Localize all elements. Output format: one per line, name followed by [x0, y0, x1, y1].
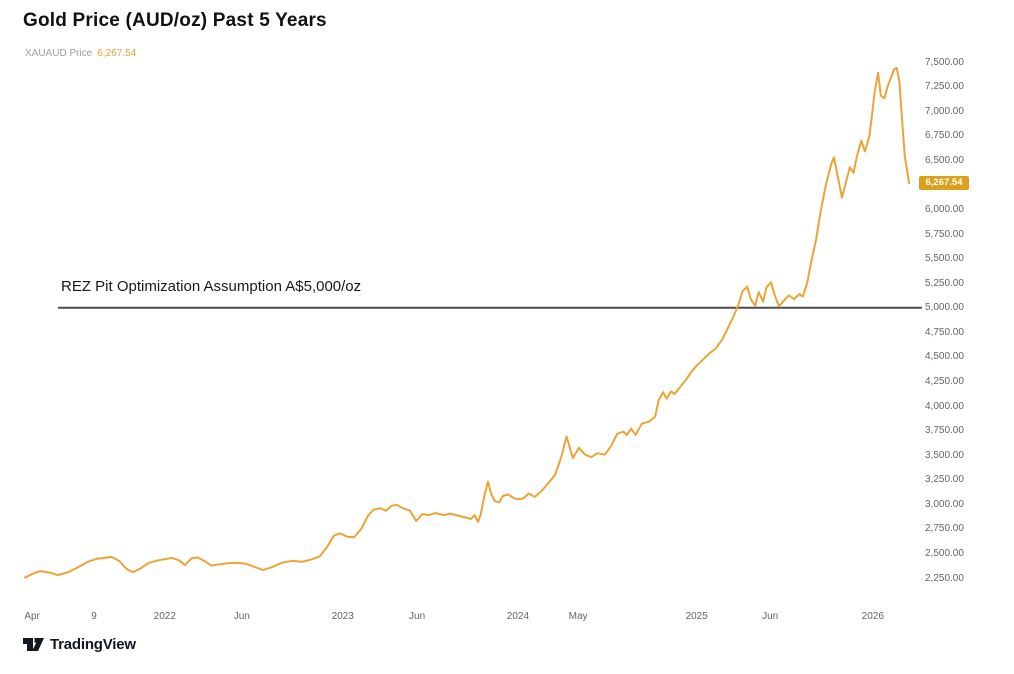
x-axis-tick-label: Apr: [24, 611, 40, 622]
last-price-badge: 6,267.54: [919, 176, 969, 191]
y-axis-tick-label: 5,250.00: [925, 277, 964, 289]
y-axis-tick-label: 2,500.00: [925, 547, 964, 559]
page-title: Gold Price (AUD/oz) Past 5 Years: [23, 10, 327, 31]
chart-legend: XAUAUD Price 6,267.54: [25, 48, 136, 59]
y-axis-tick-label: 3,250.00: [925, 474, 964, 486]
x-axis-tick-label: May: [568, 611, 588, 622]
legend-price-value: 6,267.54: [97, 48, 137, 59]
tradingview-brand-text[interactable]: TradingView: [50, 636, 136, 653]
tradingview-logo-icon[interactable]: [23, 637, 44, 652]
y-axis-tick-label: 4,750.00: [925, 326, 964, 338]
y-axis-tick-label: 5,500.00: [925, 253, 964, 265]
x-axis-tick-label: Jun: [762, 611, 779, 622]
y-axis-tick-label: 7,500.00: [925, 56, 964, 68]
y-axis-tick-label: 5,750.00: [925, 228, 964, 240]
x-axis-tick-label: Jun: [409, 611, 426, 622]
x-axis-tick-label: 2023: [331, 611, 354, 622]
assumption-annotation-label: REZ Pit Optimization Assumption A$5,000/…: [61, 278, 362, 295]
y-axis-tick-label: 4,500.00: [925, 351, 964, 363]
y-axis-tick-label: 2,750.00: [925, 523, 964, 535]
footer: TradingView: [23, 636, 136, 653]
y-axis-tick-label: 4,250.00: [925, 375, 964, 387]
x-axis-tick-label: 9: [91, 611, 97, 622]
price-line-series: [24, 66, 911, 579]
y-axis-tick-label: 5,000.00: [925, 302, 964, 314]
x-axis-tick-label: 2025: [685, 611, 708, 622]
y-axis-tick-label: 4,000.00: [925, 400, 964, 412]
y-axis-tick-label: 7,000.00: [925, 105, 964, 117]
x-axis-tick-label: 2026: [861, 611, 884, 622]
y-axis-tick-label: 7,250.00: [925, 81, 964, 93]
y-axis-tick-label: 3,000.00: [925, 498, 964, 510]
y-axis-tick-label: 3,750.00: [925, 425, 964, 437]
x-axis-tick-label: Jun: [233, 611, 250, 622]
y-axis-tick-label: 6,750.00: [925, 130, 964, 142]
x-axis-tick-label: 2024: [506, 611, 530, 622]
y-axis-tick-label: 6,500.00: [925, 154, 964, 166]
y-axis-tick-label: 2,250.00: [925, 572, 964, 584]
y-axis-tick-label: 3,500.00: [925, 449, 964, 461]
legend-symbol-label: XAUAUD Price: [25, 48, 93, 59]
y-axis-tick-label: 6,000.00: [925, 203, 964, 215]
x-axis-tick-label: 2022: [153, 611, 176, 622]
